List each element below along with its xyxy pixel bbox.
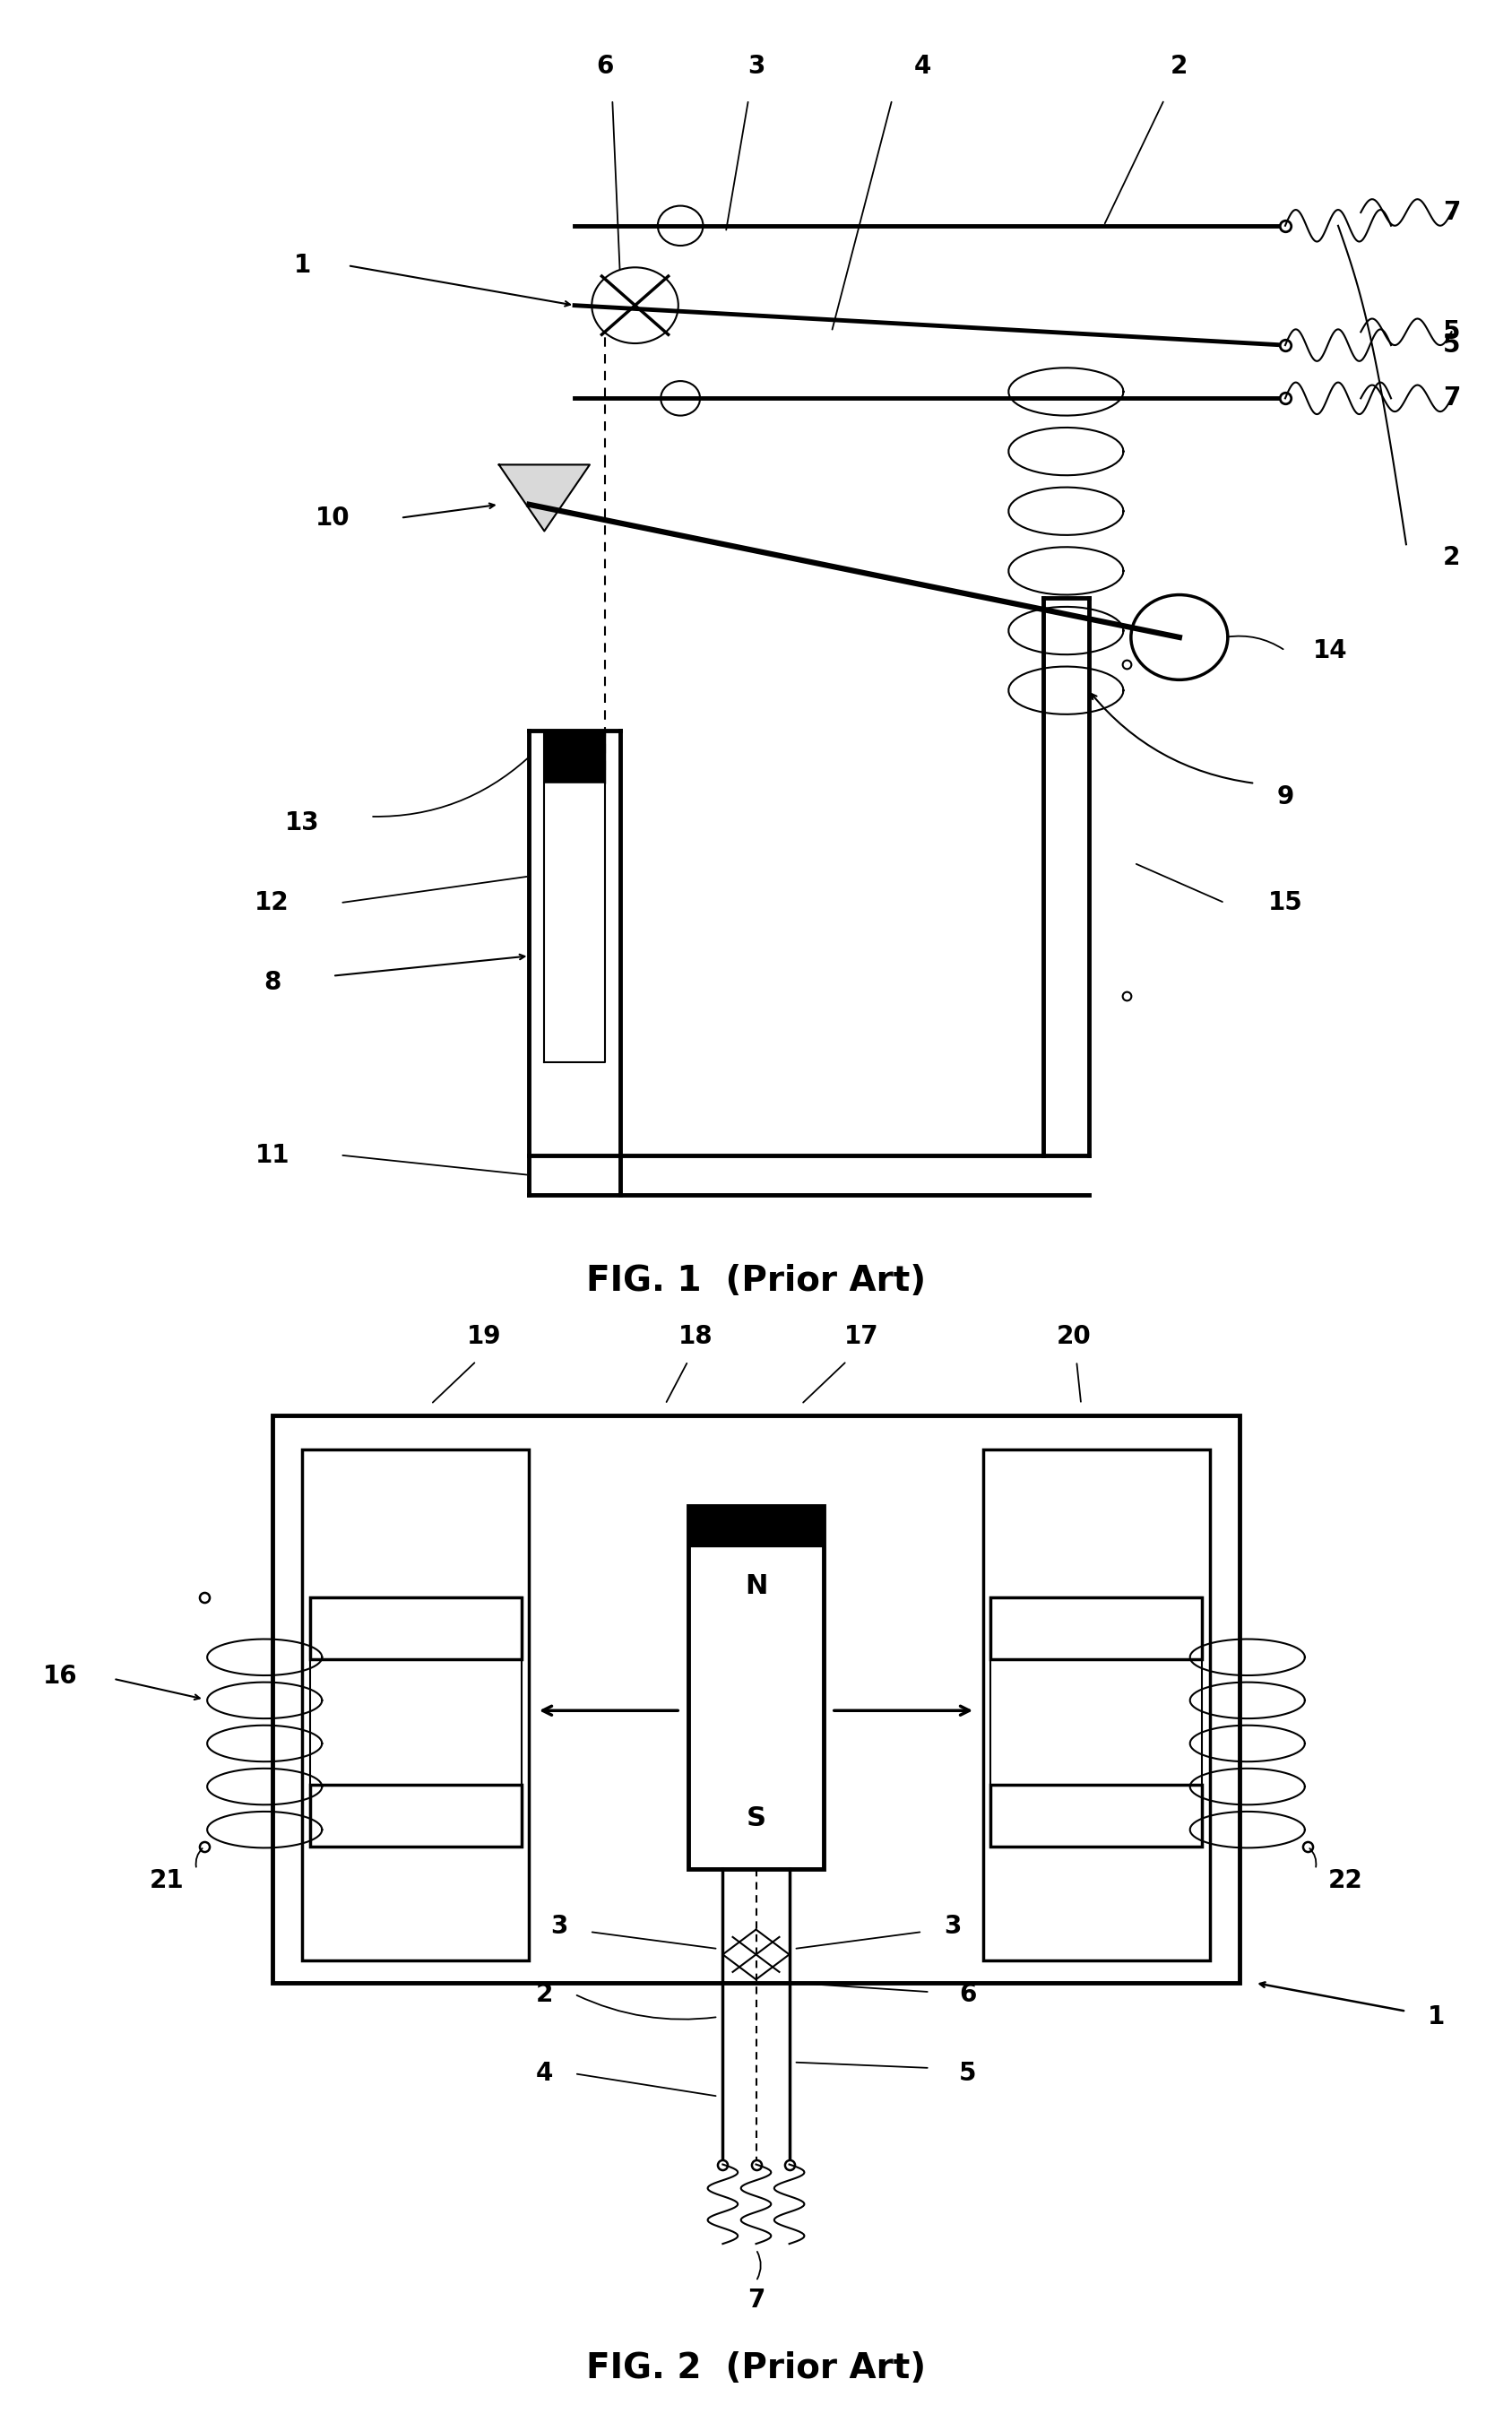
Text: 8: 8 — [263, 970, 281, 995]
Text: 4: 4 — [535, 2062, 553, 2086]
Polygon shape — [499, 466, 590, 531]
Bar — [990, 1598, 1202, 1658]
Bar — [310, 1784, 522, 1847]
Bar — [688, 1506, 824, 1545]
Text: 1: 1 — [293, 253, 311, 278]
Text: N: N — [744, 1574, 768, 1598]
Bar — [990, 1598, 1202, 1847]
Bar — [302, 1448, 529, 1960]
Text: 4: 4 — [913, 53, 931, 80]
Text: 5: 5 — [1442, 333, 1461, 357]
Text: 19: 19 — [467, 1323, 500, 1349]
Text: S: S — [745, 1806, 767, 1832]
Polygon shape — [544, 729, 605, 782]
Text: 17: 17 — [845, 1323, 878, 1349]
Text: 7: 7 — [1442, 200, 1461, 225]
Bar — [983, 1448, 1210, 1960]
Text: 12: 12 — [256, 891, 289, 915]
Bar — [310, 1598, 522, 1847]
Text: 7: 7 — [747, 2288, 765, 2313]
Text: 20: 20 — [1057, 1323, 1090, 1349]
Text: FIG. 2  (Prior Art): FIG. 2 (Prior Art) — [587, 2351, 925, 2385]
Bar — [688, 1506, 824, 1868]
Text: 6: 6 — [596, 53, 614, 80]
Text: 2: 2 — [1442, 546, 1461, 570]
Text: 13: 13 — [286, 811, 319, 835]
Text: 11: 11 — [256, 1142, 289, 1168]
Text: 2: 2 — [1170, 53, 1188, 80]
Text: 21: 21 — [150, 1868, 183, 1893]
Text: 22: 22 — [1329, 1868, 1362, 1893]
Text: 14: 14 — [1314, 637, 1347, 664]
Bar — [990, 1784, 1202, 1847]
Text: 18: 18 — [679, 1323, 712, 1349]
Text: 3: 3 — [747, 53, 765, 80]
Text: 16: 16 — [44, 1663, 77, 1690]
Bar — [272, 1415, 1240, 1982]
Text: 5: 5 — [1442, 319, 1461, 345]
Text: 9: 9 — [1276, 785, 1294, 809]
Text: FIG. 1  (Prior Art): FIG. 1 (Prior Art) — [587, 1265, 925, 1299]
Text: 15: 15 — [1269, 891, 1302, 915]
Text: 3: 3 — [943, 1914, 962, 1938]
Text: 10: 10 — [316, 505, 349, 531]
Text: 6: 6 — [959, 1982, 977, 2006]
Text: 2: 2 — [535, 1982, 553, 2006]
Polygon shape — [544, 782, 605, 1062]
Text: 3: 3 — [550, 1914, 569, 1938]
Text: 1: 1 — [1427, 2004, 1445, 2030]
Text: 5: 5 — [959, 2062, 977, 2086]
Bar — [310, 1598, 522, 1658]
Text: 7: 7 — [1442, 386, 1461, 410]
